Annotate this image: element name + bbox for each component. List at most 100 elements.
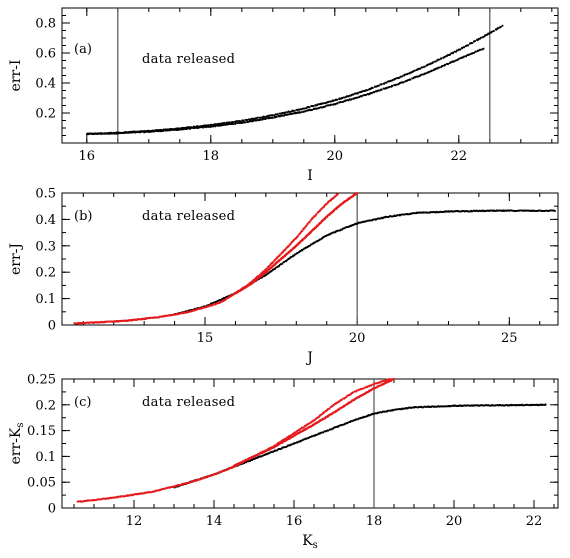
data-point (326, 234, 328, 237)
data-point (113, 496, 115, 499)
data-point (194, 307, 197, 310)
data-point (292, 112, 295, 115)
data-point (299, 440, 302, 442)
data-point (208, 124, 211, 127)
data-point (487, 404, 490, 407)
data-point (431, 62, 434, 64)
data-point (254, 117, 257, 120)
data-point (107, 320, 109, 323)
data-point (457, 48, 460, 51)
data-point (151, 129, 154, 132)
data-point (168, 128, 171, 131)
data-point (232, 123, 234, 125)
data-point (282, 438, 285, 441)
data-point (315, 104, 317, 107)
data-point (272, 268, 275, 271)
data-point (337, 229, 340, 232)
data-point (102, 132, 105, 135)
data-point (314, 214, 317, 217)
data-point (323, 411, 326, 413)
data-point (96, 498, 98, 501)
data-point (329, 232, 332, 235)
data-point (178, 484, 181, 486)
data-point (305, 224, 308, 227)
data-point (523, 209, 525, 212)
data-point (268, 265, 271, 267)
data-point (465, 404, 468, 407)
data-point (360, 416, 363, 419)
data-point (203, 476, 206, 479)
data-point (230, 294, 233, 297)
data-point (286, 113, 289, 116)
data-point (459, 210, 462, 213)
data-point (415, 69, 418, 71)
data-point (376, 85, 379, 87)
data-point (471, 52, 474, 55)
data-point (276, 266, 279, 268)
data-point (445, 405, 448, 408)
data-point (216, 472, 219, 475)
data-point (364, 392, 366, 395)
plot-frame (61, 192, 559, 326)
data-point (462, 210, 464, 212)
data-point (447, 62, 449, 65)
data-point (296, 251, 299, 254)
data-point (440, 57, 443, 60)
data-point (134, 319, 137, 321)
data-point (336, 229, 339, 232)
data-point (272, 260, 275, 263)
data-point (226, 295, 229, 298)
data-point (406, 407, 409, 410)
data-point (247, 460, 250, 463)
data-point (159, 128, 162, 131)
data-point (235, 120, 237, 123)
data-point (457, 58, 460, 60)
data-point (434, 60, 437, 63)
data-point (231, 294, 234, 297)
data-point (77, 500, 80, 503)
data-point (87, 133, 90, 136)
data-point (535, 404, 537, 406)
data-point (282, 111, 285, 114)
data-point (275, 113, 278, 116)
data-point (301, 426, 304, 429)
data-point (340, 424, 343, 427)
data-point (227, 121, 229, 124)
data-point (454, 404, 457, 407)
data-point (158, 129, 161, 132)
data-point (288, 245, 290, 247)
data-point (280, 112, 283, 115)
data-point (357, 221, 360, 224)
data-point (207, 475, 210, 478)
data-point (304, 424, 307, 427)
data-point (283, 113, 286, 116)
data-point (472, 209, 475, 212)
data-point (382, 87, 385, 90)
data-point (440, 66, 443, 68)
data-point (399, 82, 402, 84)
data-point (424, 72, 427, 75)
data-point (395, 83, 398, 86)
data-point (257, 456, 259, 459)
data-point (416, 75, 419, 78)
data-point (365, 220, 367, 223)
data-point (375, 85, 378, 88)
data-point (314, 107, 316, 110)
data-point (225, 296, 228, 298)
data-point (325, 430, 328, 433)
data-point (262, 275, 265, 278)
data-point (400, 213, 403, 216)
data-point (177, 128, 180, 131)
data-point (356, 192, 359, 195)
data-point (483, 209, 486, 212)
data-point (485, 210, 487, 212)
data-point (273, 114, 276, 117)
data-point (407, 213, 410, 216)
data-point (320, 221, 322, 224)
data-point (373, 218, 376, 221)
data-point (229, 123, 232, 125)
data-point (327, 104, 330, 107)
series-2 (86, 24, 504, 136)
data-point (278, 254, 281, 257)
data-point (538, 404, 541, 407)
